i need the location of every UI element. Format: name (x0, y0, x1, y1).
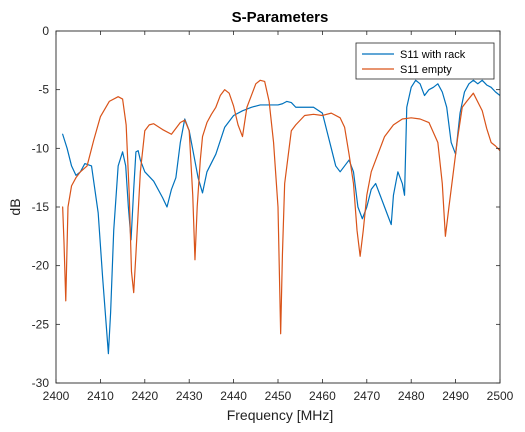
x-axis: 2400 2410 2420 2430 2440 2450 2460 2470 2480 2490… (43, 31, 514, 403)
x-tick-label: 2440 (220, 389, 247, 403)
y-axis: 0 -5 -10 -15 -20 -25 -30 (32, 24, 500, 390)
y-tick-label: -10 (32, 141, 50, 155)
x-tick-label: 2480 (398, 389, 425, 403)
x-tick-label: 2430 (176, 389, 203, 403)
y-tick-label: -5 (38, 83, 49, 97)
y-axis-label: dB (7, 198, 23, 215)
y-tick-label: -15 (32, 200, 50, 214)
legend-items: S11 with rack S11 empty (362, 49, 466, 76)
y-tick-label: -20 (32, 259, 50, 273)
series-layer (62, 79, 500, 355)
chart-title: S-Parameters (232, 9, 329, 26)
y-tick-label: -25 (32, 317, 50, 331)
y-tick-label: 0 (42, 24, 49, 38)
x-tick-label: 2460 (309, 389, 336, 403)
x-tick-label: 2400 (43, 389, 70, 403)
x-tick-label: 2420 (131, 389, 158, 403)
x-tick-label: 2500 (487, 389, 514, 403)
x-tick-label: 2410 (87, 389, 114, 403)
legend-label: S11 empty (400, 64, 452, 76)
legend-label: S11 with rack (400, 49, 466, 61)
x-tick-label: 2470 (353, 389, 380, 403)
series-line-s11-with-rack (62, 79, 500, 355)
legend-box (355, 42, 495, 80)
x-tick-label: 2490 (442, 389, 469, 403)
legend: S11 with rack S11 empty (355, 42, 495, 80)
series-line-s11-empty (62, 79, 500, 335)
x-axis-label: Frequency [MHz] (227, 407, 334, 423)
y-tick-label: -30 (32, 376, 50, 390)
x-tick-label: 2450 (265, 389, 292, 403)
